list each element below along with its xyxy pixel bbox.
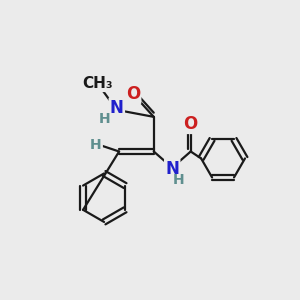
Text: H: H xyxy=(173,173,184,187)
Text: N: N xyxy=(110,99,124,117)
Text: N: N xyxy=(165,160,179,178)
Text: CH₃: CH₃ xyxy=(82,76,112,91)
Text: O: O xyxy=(184,115,198,133)
Text: H: H xyxy=(98,112,110,126)
Text: H: H xyxy=(90,138,102,152)
Text: O: O xyxy=(126,85,140,103)
